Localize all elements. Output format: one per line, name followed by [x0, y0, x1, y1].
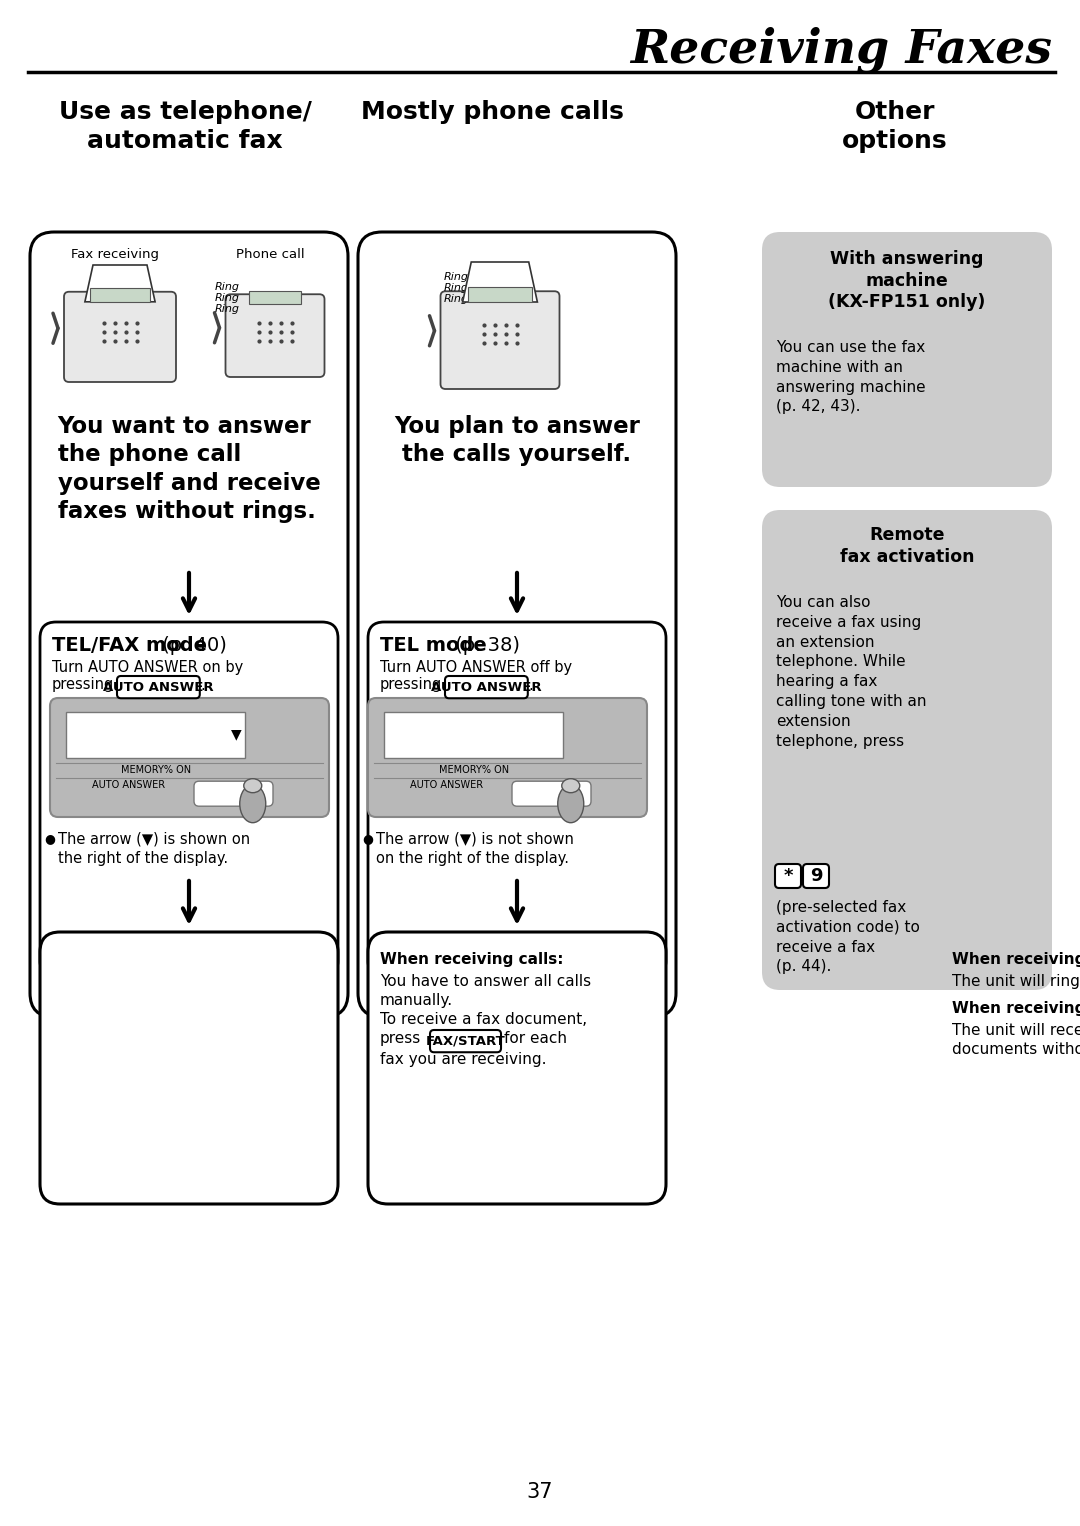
FancyBboxPatch shape	[117, 676, 200, 699]
Bar	[91, 288, 150, 302]
FancyBboxPatch shape	[441, 291, 559, 389]
Text: 9: 9	[810, 867, 822, 885]
Text: When receiving faxes:: When receiving faxes:	[951, 1001, 1080, 1016]
Text: You can use the fax
machine with an
answering machine
(p. 42, 43).: You can use the fax machine with an answ…	[777, 340, 926, 415]
Text: You want to answer
the phone call
yourself and receive
faxes without rings.: You want to answer the phone call yourse…	[57, 415, 321, 523]
Text: Other
options: Other options	[842, 101, 948, 153]
Text: You have to answer all calls: You have to answer all calls	[380, 974, 591, 989]
Text: AUTO ANSWER: AUTO ANSWER	[410, 780, 484, 790]
Text: press: press	[380, 1032, 421, 1045]
Text: ▼: ▼	[231, 728, 242, 742]
Text: (pre-selected fax
activation code) to
receive a fax
(p. 44).: (pre-selected fax activation code) to re…	[777, 900, 920, 975]
FancyBboxPatch shape	[430, 1030, 501, 1053]
FancyBboxPatch shape	[445, 676, 528, 699]
Text: AUTO ANSWER: AUTO ANSWER	[93, 780, 165, 790]
Text: pressing: pressing	[380, 678, 442, 691]
Bar	[383, 711, 563, 757]
Text: Turn AUTO ANSWER on by: Turn AUTO ANSWER on by	[52, 661, 243, 674]
FancyBboxPatch shape	[64, 291, 176, 382]
Text: 37: 37	[527, 1482, 553, 1502]
FancyBboxPatch shape	[804, 864, 829, 888]
Text: .: .	[201, 678, 205, 693]
Text: Fax receiving: Fax receiving	[71, 249, 159, 261]
Polygon shape	[462, 262, 538, 302]
Text: To receive a fax document,: To receive a fax document,	[380, 1012, 588, 1027]
FancyBboxPatch shape	[40, 623, 338, 977]
Polygon shape	[85, 266, 156, 302]
FancyBboxPatch shape	[775, 864, 801, 888]
Text: for each: for each	[504, 1032, 567, 1045]
Text: The arrow (▼) is shown on
the right of the display.: The arrow (▼) is shown on the right of t…	[58, 832, 251, 865]
Text: The unit will receive fax
documents without ringing.: The unit will receive fax documents with…	[951, 1022, 1080, 1056]
Text: Receiving Faxes: Receiving Faxes	[630, 27, 1052, 73]
Text: Use as telephone/
automatic fax: Use as telephone/ automatic fax	[58, 101, 311, 153]
Bar	[469, 287, 531, 302]
FancyBboxPatch shape	[30, 232, 348, 1016]
FancyBboxPatch shape	[762, 232, 1052, 487]
FancyBboxPatch shape	[50, 697, 329, 816]
Ellipse shape	[240, 784, 266, 823]
Text: Ring
Ring
Ring: Ring Ring Ring	[215, 282, 240, 314]
Text: Turn AUTO ANSWER off by: Turn AUTO ANSWER off by	[380, 661, 572, 674]
Text: Mostly phone calls: Mostly phone calls	[361, 101, 623, 124]
Text: (p. 38): (p. 38)	[449, 636, 521, 655]
Text: You plan to answer
the calls yourself.: You plan to answer the calls yourself.	[394, 415, 640, 467]
FancyBboxPatch shape	[357, 232, 676, 1016]
Text: MEMORY% ON: MEMORY% ON	[440, 765, 510, 775]
Text: FAX/START: FAX/START	[426, 1035, 505, 1048]
Text: The unit will ring.: The unit will ring.	[951, 974, 1080, 989]
FancyBboxPatch shape	[762, 510, 1052, 990]
Ellipse shape	[557, 784, 584, 823]
Text: When receiving phone calls:: When receiving phone calls:	[951, 952, 1080, 967]
Text: AUTO ANSWER: AUTO ANSWER	[431, 681, 542, 694]
FancyBboxPatch shape	[368, 697, 647, 816]
Bar	[248, 291, 301, 304]
Text: pressing: pressing	[52, 678, 114, 691]
Text: ●: ●	[362, 832, 373, 845]
Bar	[66, 711, 244, 757]
Text: fax you are receiving.: fax you are receiving.	[380, 1051, 546, 1067]
Text: AUTO ANSWER: AUTO ANSWER	[103, 681, 214, 694]
Text: manually.: manually.	[380, 993, 454, 1009]
Text: .: .	[529, 678, 534, 693]
Text: ●: ●	[44, 832, 55, 845]
Text: TEL/FAX mode: TEL/FAX mode	[52, 636, 207, 655]
FancyBboxPatch shape	[512, 781, 591, 806]
Text: You can also
receive a fax using
an extension
telephone. While
hearing a fax
cal: You can also receive a fax using an exte…	[777, 595, 927, 749]
Text: MEMORY% ON: MEMORY% ON	[121, 765, 191, 775]
Ellipse shape	[244, 778, 261, 792]
Text: *: *	[783, 867, 793, 885]
Text: The arrow (▼) is not shown
on the right of the display.: The arrow (▼) is not shown on the right …	[376, 832, 573, 865]
FancyBboxPatch shape	[368, 623, 666, 977]
Text: Ring
Ring
Ring: Ring Ring Ring	[444, 272, 469, 304]
FancyBboxPatch shape	[368, 932, 666, 1204]
Ellipse shape	[562, 778, 580, 792]
FancyBboxPatch shape	[40, 932, 338, 1204]
Text: When receiving calls:: When receiving calls:	[380, 952, 564, 967]
Text: TEL mode: TEL mode	[380, 636, 487, 655]
FancyBboxPatch shape	[194, 781, 273, 806]
Text: (p. 40): (p. 40)	[157, 636, 227, 655]
Text: Remote
fax activation: Remote fax activation	[840, 526, 974, 566]
Text: With answering
machine
(KX-FP151 only): With answering machine (KX-FP151 only)	[828, 250, 986, 311]
Text: Phone call: Phone call	[235, 249, 305, 261]
FancyBboxPatch shape	[226, 295, 324, 377]
